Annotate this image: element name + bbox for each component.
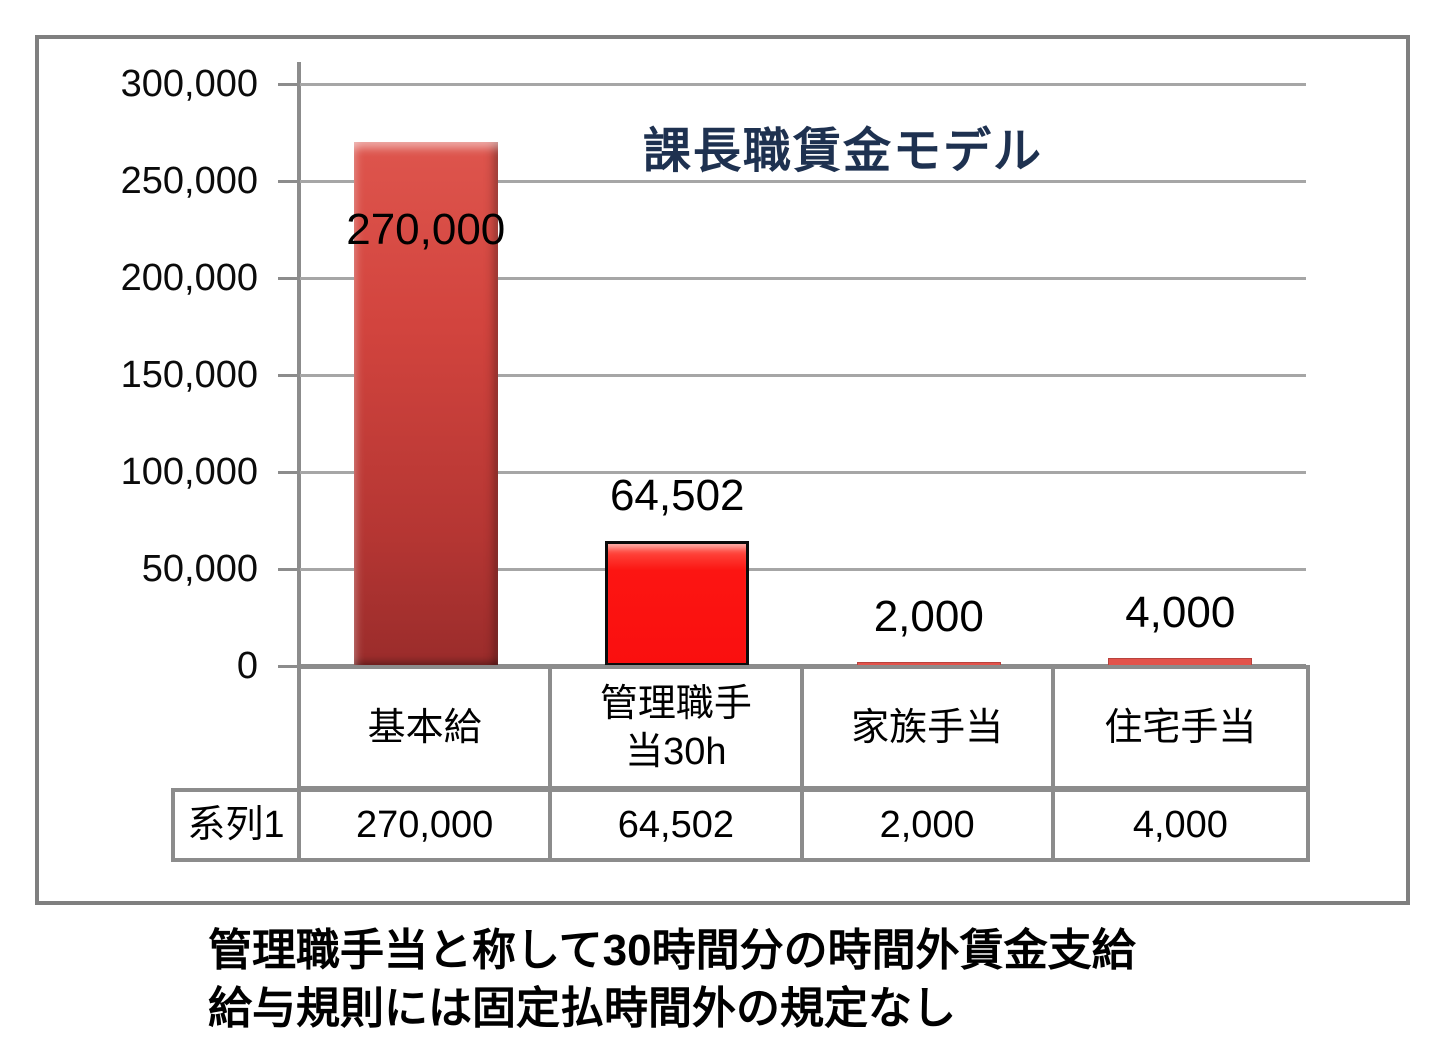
table-value-管理職手当30h: 64,502 — [552, 792, 804, 858]
y-axis-tick — [278, 180, 300, 183]
y-axis-tick — [278, 568, 300, 571]
y-axis-tick — [278, 471, 300, 474]
caption-line-2: 給与規則には固定払時間外の規定なし — [208, 984, 956, 1033]
category-label-基本給: 基本給 — [301, 669, 553, 786]
table-value-住宅手当: 4,000 — [1132, 804, 1228, 846]
category-label-管理職手当30h: 管理職手 当30h — [552, 669, 804, 786]
bar-value-label: 270,000 — [346, 205, 506, 254]
table-value-家族手当: 2,000 — [804, 792, 1055, 858]
y-axis-label: 250,000 — [120, 160, 258, 202]
y-axis-label: 300,000 — [120, 63, 258, 105]
y-axis-label: 150,000 — [120, 354, 258, 396]
gridline-100,000 — [300, 471, 1306, 474]
y-axis-tick — [278, 83, 300, 86]
y-axis-label: 50,000 — [141, 548, 258, 590]
gridline-50,000 — [300, 568, 1306, 571]
y-axis-tick — [278, 665, 300, 668]
y-axis-line — [297, 62, 301, 668]
data-table-row: 系列1 270,000 64,502 2,000 4,000 — [171, 788, 1310, 862]
y-axis-label: 200,000 — [120, 257, 258, 299]
series-name-cell: 系列1 — [175, 792, 301, 858]
chart-title: 課長職賃金モデル — [642, 125, 1043, 178]
bar-value-label: 2,000 — [873, 592, 984, 641]
bar-value-label: 4,000 — [1125, 588, 1236, 637]
bar-管理職手当30h — [605, 541, 750, 666]
table-value-基本給: 270,000 — [301, 792, 553, 858]
category-label-家族手当: 家族手当 — [804, 669, 1055, 786]
y-axis-tick — [278, 374, 300, 377]
caption-text: 管理職手当と称して30時間分の時間外賃金支給 給与規則には固定払時間外の規定なし — [208, 922, 1136, 1038]
caption-line-1: 管理職手当と称して30時間分の時間外賃金支給 — [208, 926, 1136, 975]
bar-基本給 — [353, 142, 498, 666]
y-axis-label: 100,000 — [120, 451, 258, 493]
gridline-250,000 — [300, 180, 1306, 183]
bar-value-label: 64,502 — [609, 471, 745, 520]
category-axis-table: 基本給 管理職手 当30h 家族手当 住宅手当 — [297, 665, 1310, 790]
gridline-200,000 — [300, 277, 1306, 280]
category-label-住宅手当: 住宅手当 — [1104, 706, 1257, 749]
gridline-150,000 — [300, 374, 1306, 377]
y-axis-tick — [278, 277, 300, 280]
y-axis-label: 0 — [236, 645, 258, 687]
gridline-300,000 — [300, 83, 1306, 86]
